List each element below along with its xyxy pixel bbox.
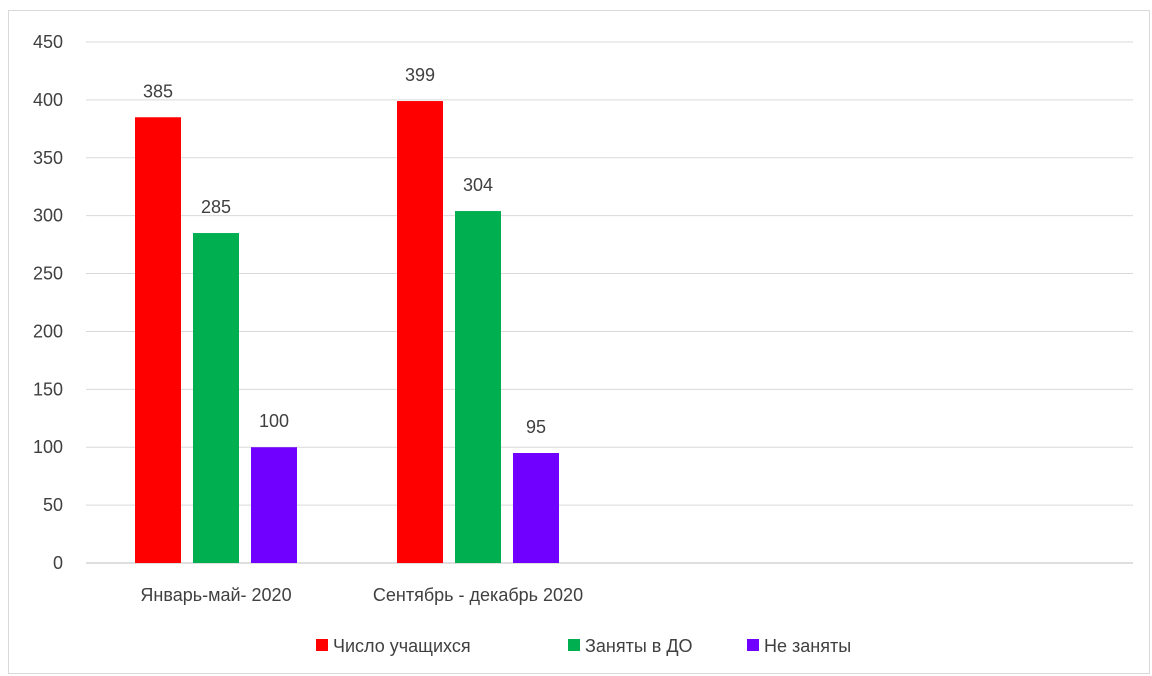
y-tick-label: 200 [33, 321, 63, 341]
x-category-label: Сентябрь - декабрь 2020 [373, 585, 583, 605]
bar [455, 211, 501, 563]
y-tick-label: 100 [33, 437, 63, 457]
legend: Число учащихся Заняты в ДО Не заняты [316, 636, 851, 656]
legend-label: Не заняты [764, 636, 851, 656]
data-label: 399 [405, 65, 435, 85]
y-tick-label: 300 [33, 206, 63, 226]
data-label: 304 [463, 175, 493, 195]
data-label: 385 [143, 81, 173, 101]
bar [397, 101, 443, 564]
gridlines [86, 41, 1133, 564]
bars [135, 101, 559, 564]
bar [135, 117, 181, 563]
legend-swatch [747, 639, 759, 651]
legend-item: Не заняты [747, 636, 851, 656]
legend-swatch [568, 639, 580, 651]
y-tick-label: 0 [53, 553, 63, 573]
y-tick-label: 250 [33, 264, 63, 284]
y-tick-label: 50 [43, 495, 63, 515]
bar [193, 233, 239, 564]
legend-item: Число учащихся [316, 636, 471, 656]
x-axis-category-labels: Январь-май- 2020 Сентябрь - декабрь 2020 [140, 585, 583, 605]
data-label: 100 [259, 411, 289, 431]
x-category-label: Январь-май- 2020 [140, 585, 291, 605]
y-axis-tick-labels: 0 50 100 150 200 250 300 350 400 450 [33, 32, 63, 573]
y-tick-label: 400 [33, 90, 63, 110]
legend-label: Число учащихся [333, 636, 471, 656]
y-tick-label: 150 [33, 379, 63, 399]
data-label: 285 [201, 197, 231, 217]
legend-item: Заняты в ДО [568, 636, 693, 656]
y-tick-label: 350 [33, 148, 63, 168]
data-label: 95 [526, 417, 546, 437]
bar [513, 453, 559, 563]
legend-label: Заняты в ДО [585, 636, 693, 656]
bar [251, 447, 297, 563]
y-tick-label: 450 [33, 32, 63, 52]
legend-swatch [316, 639, 328, 651]
data-labels: 385 285 100 399 304 95 [143, 65, 546, 437]
